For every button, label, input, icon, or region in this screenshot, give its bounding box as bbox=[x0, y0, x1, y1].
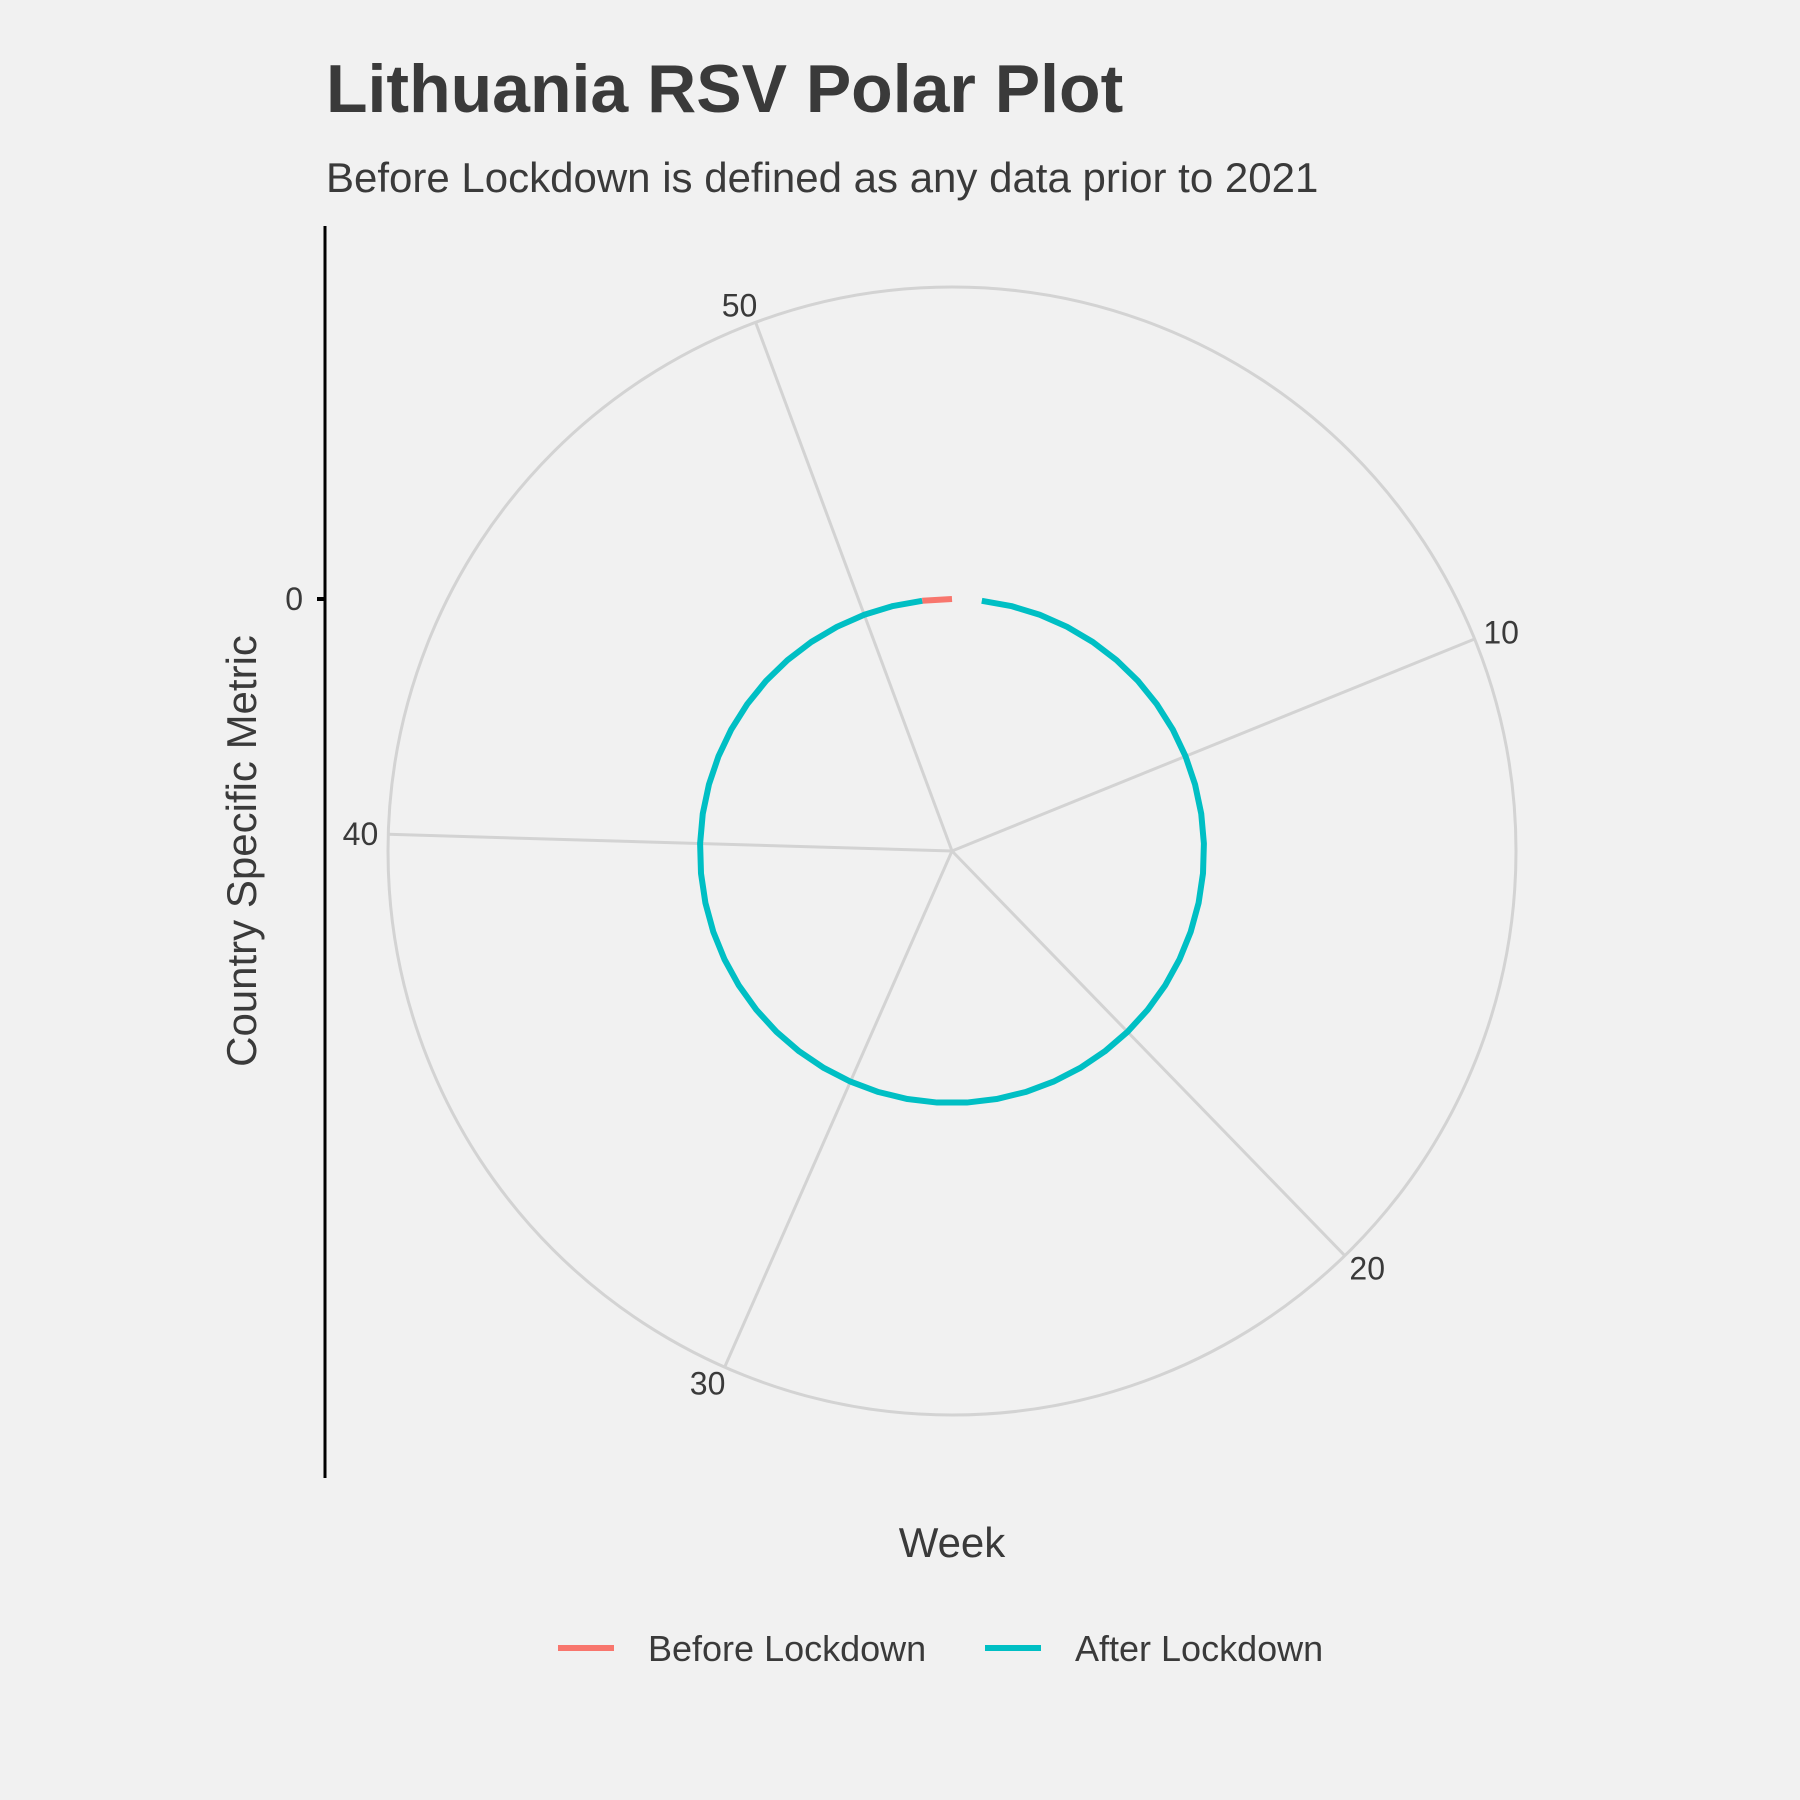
week-tick-label: 10 bbox=[1483, 614, 1519, 650]
legend-label: After Lockdown bbox=[1075, 1628, 1323, 1669]
y-tick-label: 0 bbox=[285, 581, 303, 617]
data-lines bbox=[697, 596, 1207, 1106]
y-axis-ticks: 0 bbox=[285, 581, 325, 617]
series-line-after-lockdown bbox=[697, 597, 1207, 1106]
grid-spoke-40 bbox=[388, 832, 953, 853]
week-tick-label: 50 bbox=[722, 287, 758, 323]
y-axis-title: Country Specific Metric bbox=[218, 635, 265, 1067]
chart-title: Lithuania RSV Polar Plot bbox=[326, 51, 1123, 127]
polar-grid bbox=[386, 285, 1518, 1417]
grid-spoke-10 bbox=[951, 637, 1476, 853]
grid-spoke-50 bbox=[754, 321, 954, 852]
grid-circle bbox=[386, 285, 1518, 1417]
week-tick-labels: 10 20 30 40 50 bbox=[343, 287, 1519, 1401]
week-tick-label: 20 bbox=[1349, 1251, 1385, 1287]
chart-subtitle: Before Lockdown is defined as any data p… bbox=[326, 154, 1318, 201]
series-line-before-lockdown bbox=[922, 596, 953, 604]
grid-spoke-30 bbox=[723, 850, 954, 1368]
x-axis-title: Week bbox=[899, 1519, 1007, 1566]
week-tick-label: 40 bbox=[343, 816, 379, 852]
grid-spoke-20 bbox=[950, 849, 1346, 1257]
legend: Before Lockdown After Lockdown bbox=[558, 1628, 1323, 1669]
legend-label: Before Lockdown bbox=[648, 1628, 926, 1669]
week-tick-label: 30 bbox=[690, 1366, 726, 1402]
